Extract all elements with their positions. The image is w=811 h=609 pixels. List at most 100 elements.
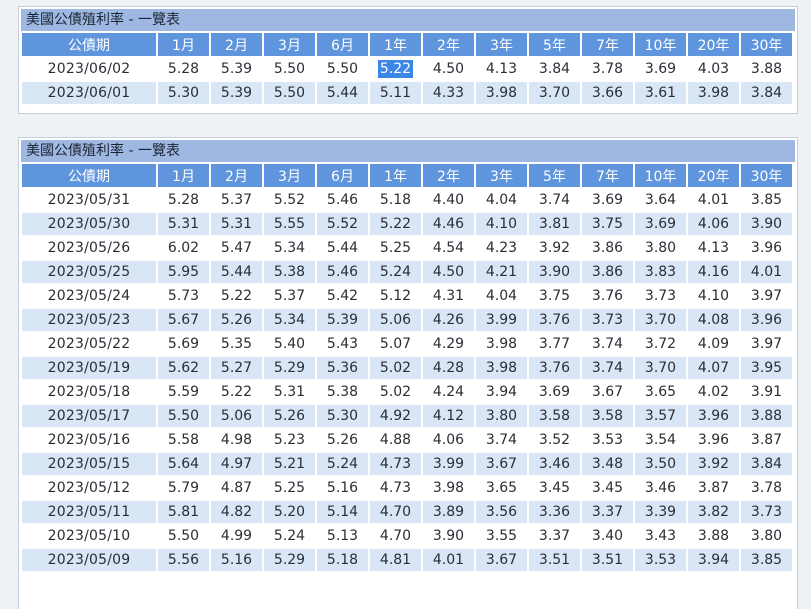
yield-cell[interactable]: 4.92 [370, 405, 421, 427]
yield-cell[interactable]: 5.30 [158, 82, 209, 104]
yield-cell[interactable]: 5.37 [211, 189, 262, 211]
yield-cell[interactable]: 4.97 [211, 453, 262, 475]
yield-cell[interactable]: 5.59 [158, 381, 209, 403]
yield-cell[interactable]: 3.58 [582, 405, 633, 427]
yield-cell[interactable]: 3.84 [741, 453, 792, 475]
yield-cell[interactable]: 5.35 [211, 333, 262, 355]
yield-cell[interactable]: 5.21 [264, 453, 315, 475]
yield-cell[interactable]: 3.80 [476, 405, 527, 427]
yield-cell[interactable]: 5.52 [317, 213, 368, 235]
yield-cell[interactable]: 3.39 [635, 501, 686, 523]
yield-cell[interactable]: 4.04 [476, 285, 527, 307]
yield-cell[interactable]: 4.03 [688, 58, 739, 80]
yield-cell[interactable]: 3.43 [635, 525, 686, 547]
yield-cell[interactable]: 3.67 [582, 381, 633, 403]
yield-cell[interactable]: 4.98 [211, 429, 262, 451]
yield-cell[interactable]: 3.56 [476, 501, 527, 523]
yield-cell[interactable]: 3.90 [741, 213, 792, 235]
yield-cell[interactable]: 3.98 [688, 82, 739, 104]
yield-cell[interactable]: 4.04 [476, 189, 527, 211]
yield-cell[interactable]: 5.07 [370, 333, 421, 355]
yield-cell[interactable]: 4.24 [423, 381, 474, 403]
yield-cell[interactable]: 5.06 [211, 405, 262, 427]
yield-cell[interactable]: 3.74 [582, 333, 633, 355]
yield-cell[interactable]: 4.54 [423, 237, 474, 259]
yield-cell[interactable]: 5.36 [317, 357, 368, 379]
yield-cell[interactable]: 5.06 [370, 309, 421, 331]
yield-cell[interactable]: 4.06 [423, 429, 474, 451]
yield-cell[interactable]: 3.69 [582, 189, 633, 211]
yield-cell[interactable]: 3.97 [741, 333, 792, 355]
yield-cell[interactable]: 4.70 [370, 525, 421, 547]
yield-cell[interactable]: 5.24 [370, 261, 421, 283]
yield-cell[interactable]: 3.98 [476, 333, 527, 355]
yield-cell[interactable]: 3.48 [582, 453, 633, 475]
yield-cell[interactable]: 5.44 [317, 237, 368, 259]
yield-cell[interactable]: 5.02 [370, 357, 421, 379]
yield-cell[interactable]: 5.24 [264, 525, 315, 547]
yield-cell[interactable]: 3.88 [741, 58, 792, 80]
yield-cell[interactable]: 3.92 [529, 237, 580, 259]
yield-cell[interactable]: 4.88 [370, 429, 421, 451]
yield-cell[interactable]: 3.55 [476, 525, 527, 547]
yield-cell[interactable]: 3.74 [476, 429, 527, 451]
yield-cell[interactable]: 5.16 [317, 477, 368, 499]
yield-cell[interactable]: 5.18 [370, 189, 421, 211]
yield-cell[interactable]: 3.98 [476, 357, 527, 379]
yield-cell[interactable]: 3.45 [582, 477, 633, 499]
yield-cell[interactable]: 4.16 [688, 261, 739, 283]
yield-cell[interactable]: 3.85 [741, 189, 792, 211]
yield-cell[interactable]: 5.34 [264, 237, 315, 259]
yield-cell[interactable]: 4.82 [211, 501, 262, 523]
yield-cell[interactable]: 5.29 [264, 357, 315, 379]
yield-cell[interactable]: 5.26 [211, 309, 262, 331]
yield-cell[interactable]: 5.62 [158, 357, 209, 379]
yield-cell[interactable]: 3.88 [688, 525, 739, 547]
yield-cell[interactable]: 3.61 [635, 82, 686, 104]
yield-cell[interactable]: 4.07 [688, 357, 739, 379]
yield-cell[interactable]: 5.25 [370, 237, 421, 259]
yield-cell[interactable]: 5.28 [158, 189, 209, 211]
yield-cell[interactable]: 5.14 [317, 501, 368, 523]
yield-cell[interactable]: 3.87 [741, 429, 792, 451]
yield-cell[interactable]: 4.08 [688, 309, 739, 331]
yield-cell[interactable]: 3.84 [529, 58, 580, 80]
yield-cell[interactable]: 5.73 [158, 285, 209, 307]
yield-cell[interactable]: 4.70 [370, 501, 421, 523]
yield-cell[interactable]: 5.31 [211, 213, 262, 235]
yield-cell[interactable]: 5.34 [264, 309, 315, 331]
yield-cell[interactable]: 3.64 [635, 189, 686, 211]
yield-cell[interactable]: 3.65 [476, 477, 527, 499]
yield-cell[interactable]: 4.12 [423, 405, 474, 427]
yield-cell[interactable]: 4.50 [423, 58, 474, 80]
yield-cell[interactable]: 5.16 [211, 549, 262, 571]
yield-cell[interactable]: 5.30 [317, 405, 368, 427]
yield-cell[interactable]: 5.22 [370, 213, 421, 235]
yield-cell[interactable]: 5.50 [317, 58, 368, 80]
yield-cell[interactable]: 3.70 [635, 309, 686, 331]
yield-cell[interactable]: 3.76 [582, 285, 633, 307]
yield-cell[interactable]: 5.38 [317, 381, 368, 403]
yield-cell[interactable]: 3.65 [635, 381, 686, 403]
yield-cell[interactable]: 3.69 [635, 213, 686, 235]
yield-cell[interactable]: 3.82 [688, 501, 739, 523]
yield-cell[interactable]: 3.69 [529, 381, 580, 403]
yield-cell[interactable]: 3.77 [529, 333, 580, 355]
yield-cell[interactable]: 5.02 [370, 381, 421, 403]
yield-cell[interactable]: 5.50 [158, 525, 209, 547]
yield-cell[interactable]: 3.45 [529, 477, 580, 499]
yield-cell[interactable]: 4.81 [370, 549, 421, 571]
yield-cell[interactable]: 3.86 [582, 261, 633, 283]
selected-text[interactable]: 5.22 [377, 60, 414, 78]
yield-cell[interactable]: 3.99 [423, 453, 474, 475]
yield-cell[interactable]: 3.99 [476, 309, 527, 331]
yield-cell[interactable]: 3.53 [582, 429, 633, 451]
yield-cell[interactable]: 5.69 [158, 333, 209, 355]
yield-cell[interactable]: 5.37 [264, 285, 315, 307]
yield-cell[interactable]: 3.78 [741, 477, 792, 499]
yield-cell[interactable]: 3.96 [688, 429, 739, 451]
yield-cell[interactable]: 4.99 [211, 525, 262, 547]
yield-cell[interactable]: 4.31 [423, 285, 474, 307]
yield-cell[interactable]: 3.76 [529, 309, 580, 331]
yield-cell[interactable]: 3.96 [741, 309, 792, 331]
